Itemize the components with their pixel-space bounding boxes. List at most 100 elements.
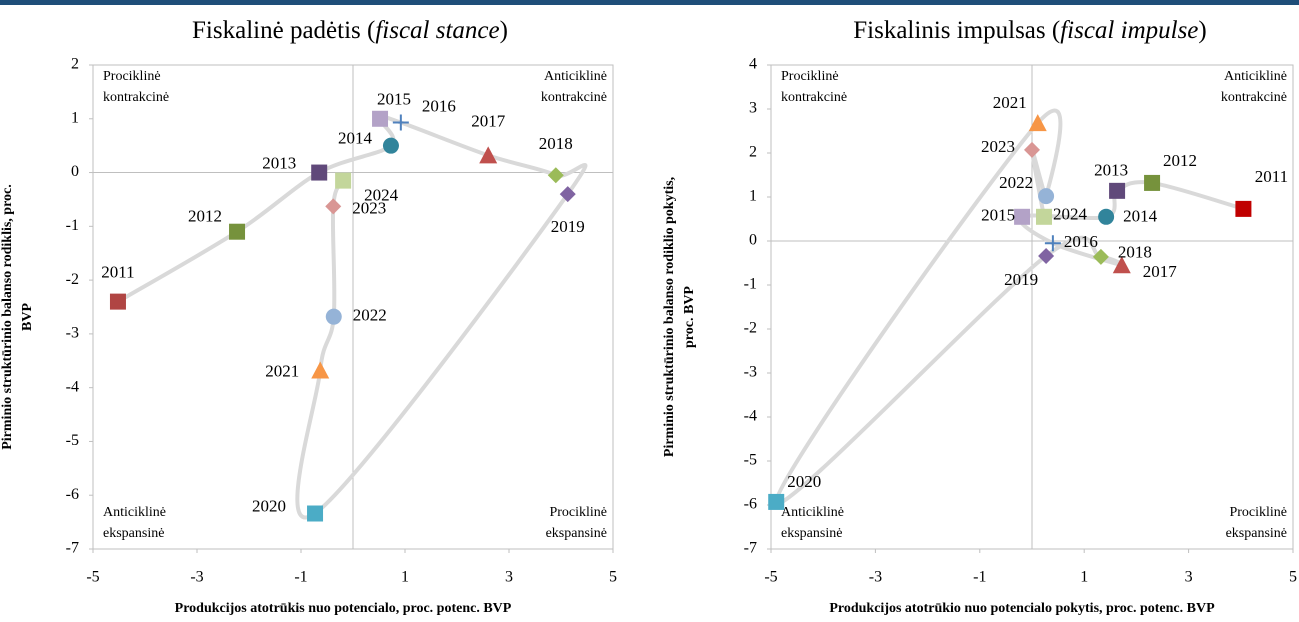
- marker: [335, 172, 352, 189]
- marker: [392, 114, 409, 131]
- y-tick-label: 0: [749, 232, 757, 249]
- quadrant-label: Prociklinė: [1229, 505, 1287, 520]
- y-tick-label: 0: [71, 163, 79, 180]
- point-label: 2024: [1053, 205, 1088, 224]
- point-label: 2021: [265, 361, 299, 380]
- marker: [559, 186, 576, 203]
- connecting-line: [116, 114, 588, 520]
- y-tick-label: -5: [744, 452, 757, 469]
- quadrant-label: ekspansinė: [103, 526, 164, 541]
- marker: [1098, 208, 1115, 225]
- x-tick-label: -3: [869, 569, 882, 586]
- title-part: ): [1198, 17, 1206, 44]
- y-axis-title: proc. BVP: [682, 286, 697, 348]
- point-label: 2016: [1064, 232, 1098, 251]
- marker: [1028, 114, 1047, 132]
- x-tick-label: 3: [1185, 569, 1193, 586]
- marker: [311, 164, 328, 181]
- point-label: 2012: [1163, 151, 1197, 170]
- y-axis-title: Pirminio struktūrinio balanso rodiklis, …: [0, 184, 15, 450]
- point-label: 2023: [352, 198, 386, 217]
- marker: [1014, 208, 1031, 225]
- x-axis-title: Produkcijos atotrūkio nuo potencialo pok…: [829, 601, 1215, 616]
- quadrant-label: Prociklinė: [103, 69, 161, 84]
- y-tick-label: -3: [66, 325, 79, 342]
- y-tick-label: -2: [744, 320, 757, 337]
- y-tick-label: -2: [66, 271, 79, 288]
- y-tick-label: 1: [71, 109, 79, 126]
- x-tick-label: -1: [973, 569, 986, 586]
- marker: [1235, 200, 1252, 217]
- point-label: 2019: [1004, 270, 1038, 289]
- x-tick-label: 5: [1289, 569, 1297, 586]
- quadrant-label: Anticiklinė: [1224, 69, 1287, 84]
- point-label: 2014: [338, 129, 373, 148]
- point-label: 2015: [377, 90, 411, 109]
- y-tick-label: 2: [71, 56, 79, 73]
- quadrant-label: ekspansinė: [781, 526, 842, 541]
- y-tick-label: -4: [66, 378, 79, 395]
- x-tick-label: 5: [609, 569, 617, 586]
- marker: [325, 308, 342, 325]
- marker: [109, 293, 126, 310]
- x-tick-label: -5: [86, 569, 99, 586]
- point-label: 2013: [1094, 161, 1128, 180]
- marker: [311, 361, 330, 379]
- marker: [325, 198, 342, 215]
- y-tick-label: -7: [66, 540, 79, 557]
- point-label: 2013: [262, 153, 296, 172]
- y-axis-title: BVP: [20, 303, 35, 331]
- quadrant-label: ekspansinė: [1226, 526, 1287, 541]
- point-label: 2023: [981, 137, 1015, 156]
- point-label: 2011: [1255, 167, 1288, 186]
- point-label: 2018: [539, 134, 573, 153]
- x-tick-label: -1: [294, 569, 307, 586]
- marker: [382, 137, 399, 154]
- marker: [768, 493, 785, 510]
- x-tick-label: -3: [190, 569, 203, 586]
- marker: [1038, 188, 1055, 205]
- quadrant-label: Anticiklinė: [781, 505, 844, 520]
- y-tick-label: 2: [749, 144, 757, 161]
- y-axis-title: Pirminio struktūrinio balanso rodiklio p…: [662, 177, 677, 457]
- x-tick-label: 1: [401, 569, 409, 586]
- y-tick-label: 4: [749, 56, 757, 73]
- y-tick-label: -6: [66, 486, 79, 503]
- point-label: 2017: [1143, 262, 1178, 281]
- point-label: 2018: [1118, 243, 1152, 262]
- point-label: 2024: [364, 186, 399, 205]
- y-tick-label: -4: [744, 408, 757, 425]
- marker: [1092, 248, 1109, 265]
- point-label: 2012: [188, 207, 222, 226]
- title-part: fiscal stance: [375, 17, 499, 44]
- point-label: 2020: [252, 496, 286, 515]
- quadrant-label: kontrakcinė: [1221, 90, 1287, 105]
- marker: [1112, 256, 1131, 274]
- marker: [229, 223, 246, 240]
- x-axis-title: Produkcijos atotrūkis nuo potencialo, pr…: [175, 601, 512, 616]
- marker: [547, 167, 564, 184]
- point-label: 2014: [1123, 207, 1158, 226]
- quadrant-label: Prociklinė: [781, 69, 839, 84]
- point-label: 2011: [101, 263, 134, 282]
- marker: [1038, 247, 1055, 264]
- y-tick-label: -1: [66, 217, 79, 234]
- point-label: 2016: [422, 96, 456, 115]
- chart-title: Fiskalinis impulsas (fiscal impulse): [853, 17, 1206, 44]
- point-label: 2021: [993, 93, 1027, 112]
- quadrant-label: kontrakcinė: [103, 90, 169, 105]
- marker: [1109, 182, 1126, 199]
- marker: [1144, 174, 1161, 191]
- quadrant-label: Anticiklinė: [103, 505, 166, 520]
- y-tick-label: -1: [744, 276, 757, 293]
- title-part: Fiskalinė padėtis (: [192, 17, 375, 44]
- marker: [1024, 141, 1040, 158]
- point-label: 2015: [981, 206, 1015, 225]
- marker: [372, 110, 389, 127]
- quadrant-label: ekspansinė: [546, 526, 607, 541]
- quadrant-label: kontrakcinė: [541, 90, 607, 105]
- x-tick-label: 1: [1080, 569, 1088, 586]
- quadrant-label: Anticiklinė: [544, 69, 607, 84]
- chart-title: Fiskalinė padėtis (fiscal stance): [192, 17, 508, 44]
